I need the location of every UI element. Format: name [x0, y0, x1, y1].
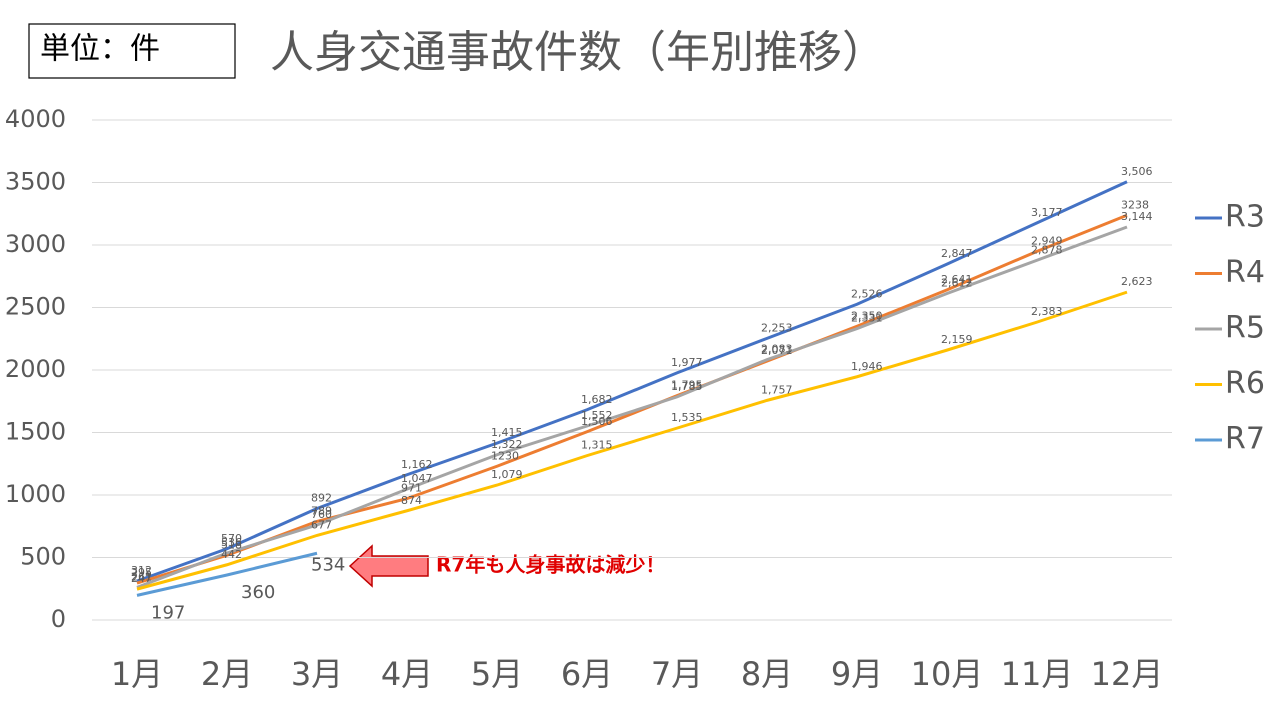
data-label: 677: [311, 518, 332, 531]
data-label: 1,795: [671, 379, 703, 392]
data-label: 2,083: [761, 343, 793, 356]
x-tick-label: 12月: [1091, 655, 1164, 693]
legend-label: R3: [1225, 200, 1265, 235]
data-label: 518: [221, 538, 242, 551]
data-label: 2,641: [941, 273, 973, 286]
data-label: 1,535: [671, 411, 703, 424]
data-label: 3238: [1121, 198, 1149, 211]
annotation: R7年も人身事故は減少！: [436, 553, 665, 577]
data-label: 892: [311, 492, 332, 505]
legend-label: R7: [1225, 422, 1265, 457]
data-label: 874: [401, 494, 422, 507]
series-line: [136, 551, 318, 597]
data-label: 1,079: [491, 468, 523, 481]
data-label: 3,177: [1031, 206, 1063, 219]
data-label: 534: [311, 554, 345, 575]
x-tick-label: 8月: [741, 655, 793, 693]
chart-title: 人身交通事故件数（年別推移）: [270, 27, 886, 78]
data-label: 1,047: [401, 472, 433, 485]
x-tick-label: 2月: [201, 655, 253, 693]
y-tick-label: 500: [20, 543, 66, 571]
data-label: 760: [311, 508, 332, 521]
data-label: 2,526: [851, 287, 883, 300]
data-label: 261: [131, 570, 152, 583]
y-tick-label: 1000: [5, 480, 66, 508]
y-tick-label: 0: [51, 605, 66, 633]
data-label: 1,415: [491, 426, 523, 439]
data-label: 1,506: [581, 415, 613, 428]
data-label: 2,383: [1031, 305, 1063, 318]
x-tick-label: 7月: [651, 655, 703, 693]
data-label: 2,159: [941, 333, 973, 346]
data-label: 2,253: [761, 321, 793, 334]
y-tick-label: 1500: [5, 418, 66, 446]
data-label: 247: [131, 572, 152, 585]
data-label: 197: [151, 602, 185, 623]
data-label: 2,350: [851, 309, 883, 322]
y-tick-label: 2000: [5, 355, 66, 383]
data-label: 1,322: [491, 438, 523, 451]
unit-box: [28, 23, 236, 79]
series-line: [136, 225, 1128, 589]
data-label: 1,946: [851, 360, 883, 373]
x-tick-label: 1月: [111, 655, 163, 693]
x-tick-label: 9月: [831, 655, 883, 693]
data-label: 2,612: [941, 277, 973, 290]
data-label: 1,785: [671, 380, 703, 393]
data-label: 1,977: [671, 356, 703, 369]
data-label: 536: [221, 536, 242, 549]
data-label: 3,144: [1121, 210, 1153, 223]
data-label: 1,552: [581, 409, 613, 422]
data-label: 789: [311, 504, 332, 517]
y-tick-label: 3500: [5, 168, 66, 196]
legend-label: R5: [1225, 311, 1265, 346]
data-label: 2,847: [941, 247, 973, 260]
x-tick-label: 3月: [291, 655, 343, 693]
data-label: 1,757: [761, 383, 793, 396]
data-label: 2,331: [851, 312, 883, 325]
legend-label: R6: [1225, 366, 1265, 401]
annotation-arrow: [348, 544, 429, 588]
data-label: 1,162: [401, 458, 433, 471]
data-label: 1230: [491, 449, 519, 462]
x-tick-label: 11月: [1001, 655, 1074, 693]
data-label: 442: [221, 548, 242, 561]
unit-label: 単位：件: [40, 32, 160, 67]
data-label: 3,506: [1121, 165, 1153, 178]
data-label: 2,071: [761, 344, 793, 357]
data-label: 1,315: [581, 439, 613, 452]
y-tick-label: 3000: [5, 230, 66, 258]
series-line: [136, 290, 1128, 591]
data-label: 360: [241, 582, 275, 603]
x-tick-label: 5月: [471, 655, 523, 693]
data-label: 2,949: [1031, 234, 1063, 247]
series-line: [136, 213, 1128, 585]
y-tick-label: 2500: [5, 293, 66, 321]
series-line: [136, 180, 1128, 583]
x-tick-label: 10月: [911, 655, 984, 693]
data-label: 570: [221, 532, 242, 545]
x-tick-label: 6月: [561, 655, 613, 693]
data-label: 1,682: [581, 393, 613, 406]
y-tick-label: 4000: [5, 105, 66, 133]
legend-label: R4: [1225, 255, 1265, 290]
data-label: 2,623: [1121, 275, 1153, 288]
data-label: 312: [131, 564, 152, 577]
data-label: 295: [131, 566, 152, 579]
x-tick-label: 4月: [381, 655, 433, 693]
data-label: 2,878: [1031, 243, 1063, 256]
data-label: 971: [401, 482, 422, 495]
